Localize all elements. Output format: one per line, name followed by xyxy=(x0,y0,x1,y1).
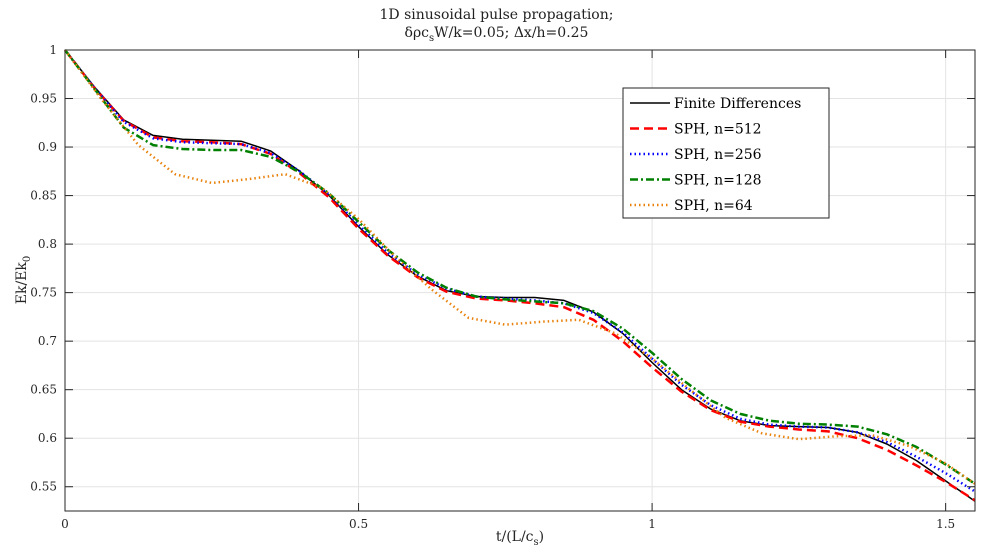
y-tick-label: 0.55 xyxy=(30,480,57,494)
y-axis-label-subscript: 0 xyxy=(22,256,33,262)
legend: Finite Differences SPH, n=512 SPH, n=256 SP… xyxy=(622,87,830,219)
y-tick-label: 0.6 xyxy=(38,431,57,445)
legend-label-sph-n-512: SPH, n=512 xyxy=(674,122,762,138)
y-tick-label: 0.75 xyxy=(30,286,57,300)
y-tick-label: 0.95 xyxy=(30,92,57,106)
series-line-finite-differences xyxy=(64,49,976,502)
y-tick-label: 0.65 xyxy=(30,383,57,397)
x-tick-label: 1.5 xyxy=(936,517,955,531)
x-axis-label-suffix: ) xyxy=(539,529,544,545)
y-axis-label-prefix: Ek/Ek xyxy=(14,262,30,305)
legend-label-sph-n-64: SPH, n=64 xyxy=(674,198,753,214)
series-line-sph-n-256 xyxy=(64,49,976,493)
x-axis-label: t/(L/cs) xyxy=(496,529,544,548)
x-tick-label: 1 xyxy=(648,517,656,531)
y-tick-label: 0.7 xyxy=(38,334,57,348)
x-tick-label: 0 xyxy=(61,517,69,531)
x-axis-label-subscript: s xyxy=(534,537,539,548)
y-axis-label: Ek/Ek0 xyxy=(14,256,33,305)
grid-lines xyxy=(64,49,975,511)
y-tick-label: 0.9 xyxy=(38,140,57,154)
y-tick-label: 0.85 xyxy=(30,189,57,203)
legend-label-finite-differences: Finite Differences xyxy=(674,96,801,112)
legend-label-sph-n-128: SPH, n=128 xyxy=(674,173,762,189)
series-line-sph-n-64 xyxy=(63,49,976,485)
y-tick-label: 0.8 xyxy=(38,237,57,251)
chart-title-line-1: 1D sinusoidal pulse propagation; xyxy=(379,7,614,23)
title-param-suffix: W/k=0.05; Δx/h=0.25 xyxy=(434,25,589,41)
plot-frame xyxy=(64,49,976,512)
x-axis-label-prefix: t/(L/c xyxy=(496,529,534,545)
y-tick-label: 1 xyxy=(49,43,57,57)
title-param-subscript: s xyxy=(429,32,435,44)
series-lines xyxy=(63,49,976,502)
title-param-prefix: δρc xyxy=(404,25,430,41)
axis-ticks: 0 0.5 1 1.5 0.55 0.6 0.65 0.7 0.75 0.8 0.85 0.9 0.95… xyxy=(30,43,975,531)
series-line-sph-n-512 xyxy=(64,49,976,502)
series-line-sph-n-128 xyxy=(64,49,976,485)
chart-title-line-2: δρcsW/k=0.05; Δx/h=0.25 xyxy=(0,25,993,44)
legend-entries: Finite Differences SPH, n=512 SPH, n=256 SP… xyxy=(630,96,801,214)
x-tick-label: 0.5 xyxy=(349,517,368,531)
legend-label-sph-n-256: SPH, n=256 xyxy=(674,147,762,163)
